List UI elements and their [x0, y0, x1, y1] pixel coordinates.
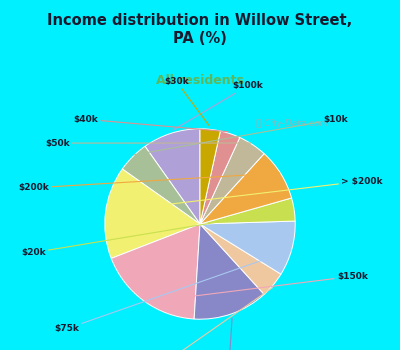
Text: $100k: $100k [173, 82, 263, 130]
Wedge shape [145, 129, 200, 224]
Wedge shape [200, 154, 292, 224]
Text: ⓘ City-Data.com: ⓘ City-Data.com [256, 119, 328, 128]
Wedge shape [194, 224, 264, 319]
Text: $30k: $30k [164, 77, 209, 125]
Text: $200k: $200k [18, 173, 280, 192]
Wedge shape [200, 198, 295, 224]
Wedge shape [200, 138, 264, 224]
Text: $60k: $60k [140, 288, 272, 350]
Text: Income distribution in Willow Street,
PA (%): Income distribution in Willow Street, PA… [47, 13, 353, 46]
Text: $20k: $20k [21, 210, 293, 257]
Wedge shape [122, 146, 200, 224]
Text: $50k: $50k [45, 139, 251, 148]
Wedge shape [111, 224, 200, 319]
Wedge shape [105, 169, 200, 258]
Wedge shape [200, 221, 295, 274]
Wedge shape [200, 129, 220, 224]
Text: $125k: $125k [213, 318, 244, 350]
Text: $40k: $40k [73, 115, 228, 132]
Wedge shape [200, 224, 281, 294]
Text: All residents: All residents [156, 74, 244, 87]
Text: $150k: $150k [146, 272, 368, 302]
Wedge shape [200, 131, 240, 224]
Text: $10k: $10k [134, 115, 348, 155]
Text: > $200k: > $200k [106, 177, 382, 212]
Text: $75k: $75k [54, 250, 291, 333]
